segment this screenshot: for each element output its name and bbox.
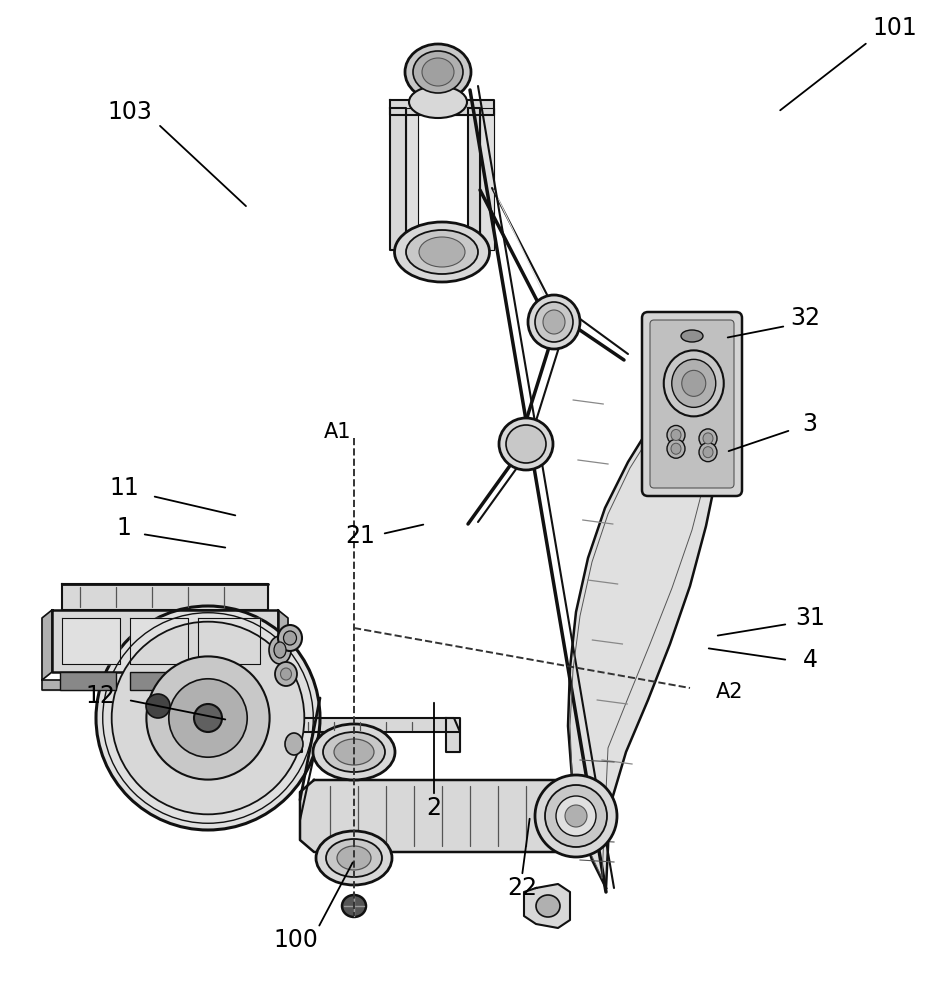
Polygon shape	[62, 618, 120, 664]
Bar	[60, 672, 116, 690]
Ellipse shape	[146, 656, 269, 780]
Ellipse shape	[671, 429, 681, 440]
Ellipse shape	[342, 895, 366, 917]
Text: 21: 21	[345, 524, 375, 548]
Ellipse shape	[284, 631, 297, 645]
Ellipse shape	[671, 359, 716, 407]
FancyBboxPatch shape	[650, 320, 734, 488]
Ellipse shape	[394, 222, 489, 282]
Bar	[130, 672, 186, 690]
Polygon shape	[288, 718, 460, 732]
Polygon shape	[278, 610, 288, 680]
Polygon shape	[62, 584, 268, 610]
Text: 12: 12	[85, 684, 115, 708]
Polygon shape	[42, 680, 288, 690]
Ellipse shape	[703, 447, 713, 458]
Polygon shape	[406, 108, 418, 250]
Ellipse shape	[409, 86, 467, 118]
Ellipse shape	[313, 724, 395, 780]
Ellipse shape	[406, 230, 478, 274]
Text: 4: 4	[803, 648, 818, 672]
Ellipse shape	[146, 694, 170, 718]
Polygon shape	[300, 780, 582, 852]
Ellipse shape	[535, 302, 573, 342]
Polygon shape	[390, 108, 406, 250]
Text: A1: A1	[324, 422, 352, 442]
Text: 103: 103	[108, 100, 152, 124]
Text: 100: 100	[273, 928, 318, 952]
Polygon shape	[288, 718, 302, 752]
FancyBboxPatch shape	[642, 312, 742, 496]
Ellipse shape	[499, 418, 553, 470]
Polygon shape	[198, 618, 260, 664]
Polygon shape	[524, 884, 570, 928]
Ellipse shape	[413, 51, 463, 93]
Ellipse shape	[699, 443, 717, 462]
Ellipse shape	[274, 642, 286, 658]
Ellipse shape	[528, 295, 580, 349]
Ellipse shape	[682, 370, 706, 396]
Text: 22: 22	[507, 876, 537, 900]
Text: 2: 2	[426, 796, 441, 820]
Ellipse shape	[269, 636, 291, 664]
Ellipse shape	[565, 805, 587, 827]
Ellipse shape	[699, 429, 717, 448]
Polygon shape	[480, 108, 494, 250]
Ellipse shape	[545, 785, 607, 847]
Ellipse shape	[281, 668, 291, 680]
Ellipse shape	[169, 679, 247, 757]
Polygon shape	[42, 610, 52, 680]
Ellipse shape	[96, 606, 320, 830]
Ellipse shape	[316, 831, 392, 885]
Ellipse shape	[405, 44, 471, 100]
Ellipse shape	[275, 662, 297, 686]
Ellipse shape	[194, 704, 222, 732]
Ellipse shape	[334, 739, 374, 765]
Ellipse shape	[535, 775, 617, 857]
Ellipse shape	[671, 443, 681, 454]
Polygon shape	[468, 108, 480, 250]
Ellipse shape	[543, 310, 565, 334]
Ellipse shape	[285, 733, 303, 755]
Polygon shape	[446, 718, 460, 752]
Ellipse shape	[278, 625, 302, 651]
Ellipse shape	[422, 58, 454, 86]
Ellipse shape	[536, 895, 560, 917]
Ellipse shape	[323, 732, 385, 772]
Text: 1: 1	[116, 516, 131, 540]
Ellipse shape	[419, 237, 465, 267]
Ellipse shape	[337, 846, 371, 870]
Polygon shape	[52, 610, 278, 672]
Text: 32: 32	[790, 306, 820, 330]
Polygon shape	[130, 618, 188, 664]
Text: 31: 31	[795, 606, 825, 630]
Ellipse shape	[667, 439, 685, 458]
Text: A2: A2	[716, 682, 744, 702]
Ellipse shape	[681, 330, 703, 342]
Ellipse shape	[326, 839, 382, 877]
Polygon shape	[390, 100, 494, 115]
Ellipse shape	[112, 622, 304, 814]
Ellipse shape	[556, 796, 596, 836]
Ellipse shape	[667, 425, 685, 444]
Text: 11: 11	[109, 476, 139, 500]
Text: 3: 3	[803, 412, 818, 436]
Ellipse shape	[703, 433, 713, 444]
Ellipse shape	[506, 425, 546, 463]
Polygon shape	[568, 336, 728, 888]
Ellipse shape	[664, 350, 724, 416]
Text: 101: 101	[872, 16, 917, 40]
